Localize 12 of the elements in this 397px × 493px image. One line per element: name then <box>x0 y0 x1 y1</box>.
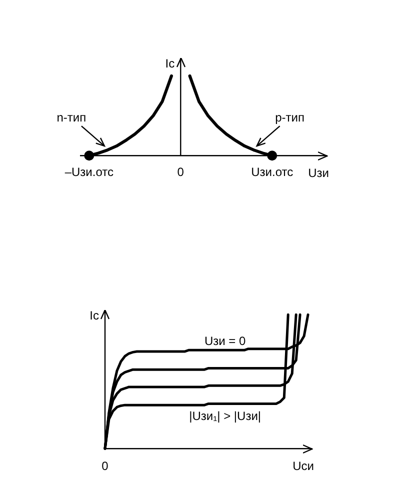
x-tick-label: Uзи.отс <box>251 165 294 180</box>
annotation: |Uзи₁| > |Uзи| <box>189 408 262 423</box>
text: 0 <box>102 458 109 473</box>
annotation: Uзи = 0 <box>204 334 246 348</box>
x-axis-title: Uзи <box>308 166 329 180</box>
x-tick-label: –Uзи.отс <box>64 165 114 180</box>
y-axis-title: Iс <box>90 308 99 322</box>
text: p-тип <box>275 110 304 124</box>
x-axis-title: Uси <box>292 458 314 473</box>
y-axis-title: Iс <box>165 56 175 70</box>
text: n-тип <box>56 110 86 124</box>
x-tick-label: 0 <box>177 165 184 180</box>
